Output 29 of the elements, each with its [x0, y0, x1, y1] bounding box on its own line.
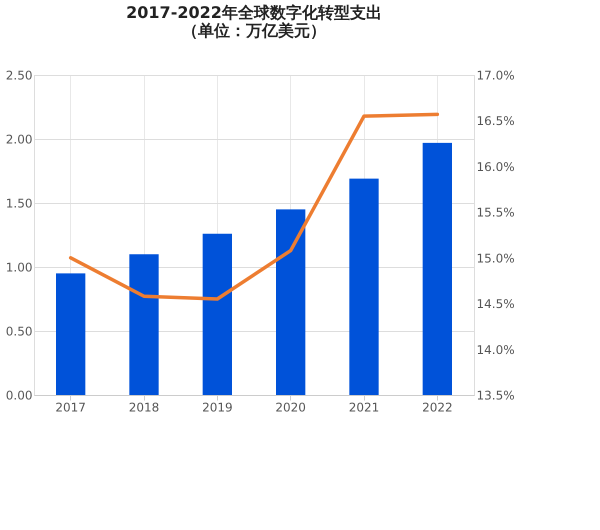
x-tick-label: 2021 [348, 400, 380, 414]
y2-tick-label: 15.0% [476, 251, 515, 266]
y2-tick-label: 16.0% [476, 160, 515, 174]
bar [276, 209, 306, 395]
y-tick-label: 2.50 [6, 68, 32, 82]
x-tick-label: 2017 [55, 400, 86, 414]
x-tick-label: 2022 [422, 400, 453, 414]
bar [422, 142, 452, 395]
bar [129, 254, 159, 395]
y2-tick-label: 17.0% [476, 68, 515, 82]
bar [202, 234, 232, 395]
y-tick-label: 2.00 [6, 132, 32, 146]
y-tick-label: 0.00 [6, 388, 32, 402]
text: （单位：万亿美元） [182, 21, 326, 40]
y-tick-label: 1.00 [6, 260, 32, 274]
y-tick-label: 1.50 [6, 196, 32, 210]
y-tick-label: 0.50 [6, 324, 32, 338]
x-tick-label: 2019 [202, 400, 233, 414]
x-tick-label: 2020 [275, 400, 306, 414]
y2-tick-label: 16.5% [476, 114, 515, 128]
y2-tick-label: 14.5% [476, 297, 515, 312]
bar [56, 273, 86, 395]
y2-tick-label: 13.5% [476, 388, 515, 402]
line-series [68, 112, 440, 301]
y2-tick-label: 14.0% [476, 342, 515, 357]
text: 2017-2022年全球数字化转型支出 [126, 3, 382, 22]
x-tick-label: 2018 [128, 400, 160, 414]
bar [349, 178, 379, 395]
y2-tick-label: 15.5% [476, 206, 515, 220]
